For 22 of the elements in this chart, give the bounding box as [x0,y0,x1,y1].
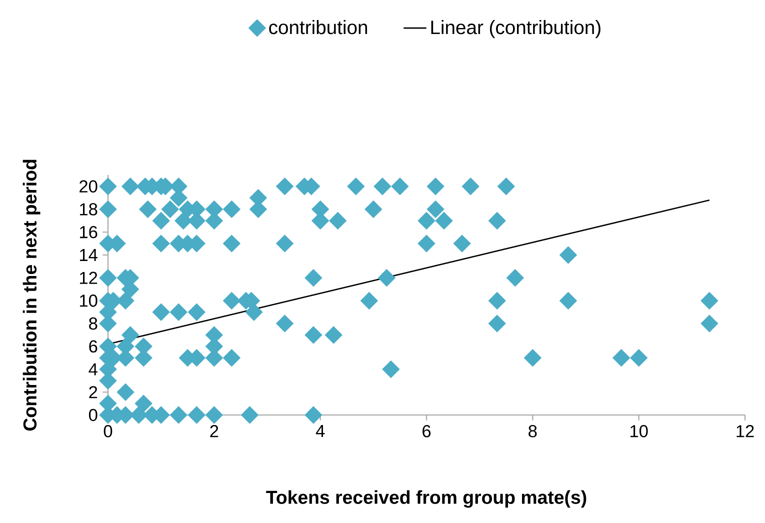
x-tick-label: 10 [630,425,648,438]
y-axis-title: Contribution in the next period [22,160,40,431]
y-tick-label: 2 [89,386,98,398]
x-tick-label: 8 [528,425,537,438]
y-tick-label: 8 [89,317,98,330]
x-axis-title: Tokens received from group mate(s) [266,490,586,508]
x-tick-label: 0 [104,425,112,438]
y-tick-label: 18 [80,203,98,216]
x-tick-label: 6 [422,425,431,438]
x-tick-label: 4 [316,425,325,437]
legend-label: Linear (contribution) [431,20,600,38]
x-tick-label: 2 [210,425,218,438]
x-tick-label: 12 [736,425,754,438]
y-tick-label: 14 [80,249,98,261]
y-tick-label: 10 [80,294,98,307]
y-tick-label: 16 [80,226,98,238]
y-tick-label: 4 [88,363,98,376]
y-tick-label: 12 [80,272,98,284]
y-tick-label: 20 [80,180,98,193]
legend-label: contribution [269,20,367,34]
y-tick-label: 6 [89,340,98,353]
y-tick-label: 0 [88,408,98,422]
